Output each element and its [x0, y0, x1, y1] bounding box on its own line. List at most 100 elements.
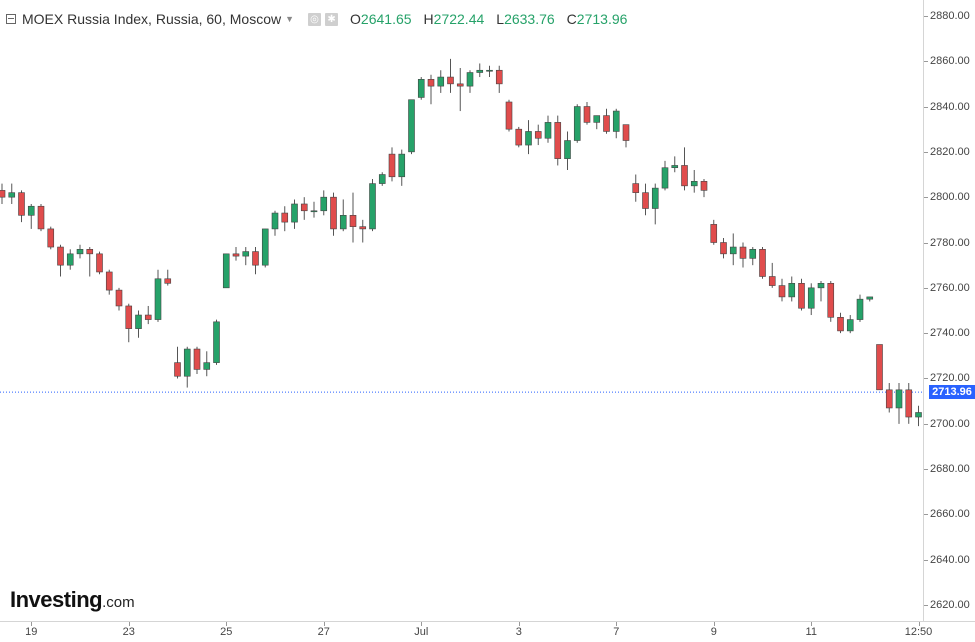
- candle: [739, 242, 747, 268]
- chevron-down-icon[interactable]: ▼: [285, 14, 295, 24]
- gear-icon[interactable]: ✱: [325, 12, 339, 26]
- candle: [320, 190, 328, 216]
- close-value: C2713.96: [566, 11, 628, 27]
- candle: [554, 115, 562, 166]
- candle: [183, 346, 191, 388]
- candle: [252, 247, 259, 275]
- candle: [271, 210, 279, 236]
- candle: [349, 192, 357, 243]
- y-tick-mark: [924, 61, 928, 63]
- candle: [456, 67, 464, 112]
- x-tick-mark: [323, 622, 325, 626]
- candle: [242, 247, 250, 266]
- candle: [671, 156, 679, 173]
- candle: [310, 201, 318, 218]
- candle: [427, 74, 435, 105]
- candle: [125, 303, 133, 343]
- candle: [768, 262, 776, 288]
- candle: [213, 319, 220, 365]
- x-tick-label: 12:50: [904, 626, 933, 638]
- candle: [261, 228, 269, 268]
- y-tick-label: 2840.00: [930, 100, 970, 113]
- candle: [915, 405, 922, 427]
- y-tick-label: 2700.00: [930, 417, 970, 430]
- candle: [232, 247, 240, 261]
- time-axis[interactable]: 19 23 25 27 Jul 3 7 9 11 12:50: [0, 621, 975, 642]
- y-tick-label: 2780.00: [930, 236, 970, 249]
- candle: [388, 147, 396, 182]
- candle: [76, 244, 84, 259]
- y-tick-label: 2640.00: [930, 553, 970, 566]
- candle: [115, 287, 123, 311]
- x-tick-label: Jul: [414, 626, 429, 638]
- candle: [47, 226, 55, 250]
- candle: [661, 160, 669, 191]
- y-tick-label: 2880.00: [930, 9, 970, 22]
- candle: [447, 58, 454, 93]
- candle: [690, 169, 698, 193]
- candle: [515, 126, 523, 148]
- chart-plot-area[interactable]: MOEX Russia Index, Russia, 60, Moscow ▼ …: [0, 0, 923, 621]
- y-tick-label: 2820.00: [930, 145, 970, 158]
- y-tick-mark: [924, 469, 928, 471]
- x-tick-label: 23: [122, 626, 135, 638]
- candle: [18, 190, 25, 223]
- y-tick-mark: [924, 333, 928, 335]
- candle: [486, 65, 493, 78]
- last-price-tag: 2713.96: [929, 385, 975, 400]
- candle: [495, 65, 503, 93]
- candle: [788, 276, 796, 302]
- candle: [729, 233, 737, 266]
- candle: [86, 247, 94, 277]
- candle: [749, 247, 757, 266]
- candle: [505, 99, 513, 132]
- candle: [895, 383, 903, 424]
- candle: [466, 70, 474, 93]
- candle: [700, 179, 708, 198]
- x-tick-label: 3: [515, 626, 522, 638]
- candle: [8, 183, 16, 204]
- candle: [632, 174, 640, 202]
- price-axis[interactable]: 2620.00 2640.00 2660.00 2680.00 2700.00 2720.…: [923, 0, 975, 621]
- candle: [27, 203, 35, 229]
- settings-icon[interactable]: ◎: [308, 12, 322, 26]
- candle: [378, 172, 386, 186]
- candle: [174, 346, 181, 379]
- x-tick-label: 25: [220, 626, 233, 638]
- candle: [437, 70, 445, 93]
- candle: [593, 115, 601, 130]
- y-tick-label: 2720.00: [930, 372, 970, 385]
- x-tick-mark: [421, 622, 423, 626]
- x-tick-mark: [518, 622, 520, 626]
- candle: [710, 219, 718, 245]
- candle: [193, 346, 201, 374]
- candle: [642, 183, 649, 216]
- candle: [339, 199, 347, 232]
- candle: [37, 203, 45, 232]
- y-tick-label: 2800.00: [930, 191, 970, 204]
- y-tick-label: 2660.00: [930, 508, 970, 521]
- y-tick-mark: [924, 151, 928, 153]
- y-tick-mark: [924, 242, 928, 244]
- candle: [476, 63, 484, 78]
- candle: [720, 237, 727, 259]
- y-tick-mark: [924, 378, 928, 380]
- x-tick-label: 27: [317, 626, 330, 638]
- x-tick-mark: [616, 622, 618, 626]
- candle: [408, 99, 415, 155]
- collapse-legend-icon[interactable]: [6, 14, 16, 24]
- candle: [681, 147, 688, 191]
- x-tick-mark: [31, 622, 33, 626]
- x-tick-mark: [811, 622, 813, 626]
- candle: [222, 253, 230, 289]
- high-value: H2722.44: [423, 11, 485, 27]
- candle: [164, 269, 172, 286]
- candle: [0, 183, 6, 204]
- y-tick-mark: [924, 287, 928, 289]
- y-tick-mark: [924, 605, 928, 607]
- candle: [564, 131, 571, 170]
- y-tick-mark: [924, 514, 928, 516]
- candle: [622, 124, 630, 148]
- candle: [807, 283, 815, 316]
- candle: [759, 247, 766, 279]
